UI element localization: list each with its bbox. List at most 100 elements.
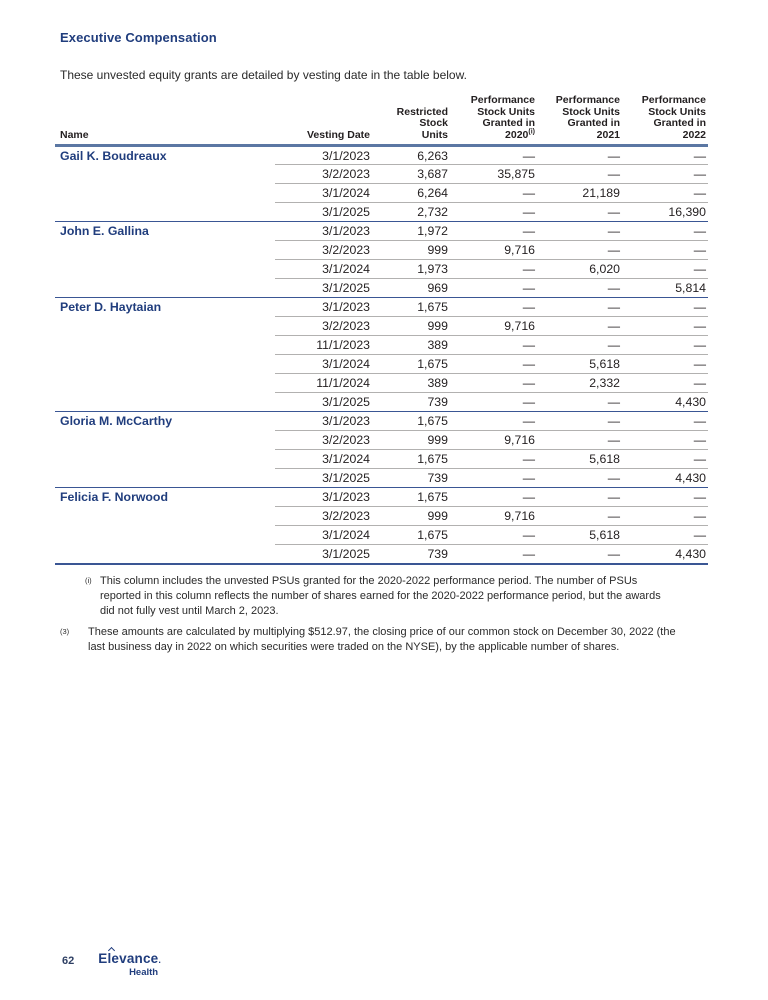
psu-2020-cell: — bbox=[450, 354, 537, 374]
psu-2022-cell: — bbox=[622, 164, 708, 184]
executive-name bbox=[55, 260, 275, 279]
executive-name bbox=[55, 317, 275, 336]
vesting-date-cell: 3/2/2023 bbox=[275, 316, 372, 336]
vesting-date-cell: 3/1/2023 bbox=[275, 487, 372, 507]
vesting-date-cell: 3/1/2025 bbox=[322, 395, 370, 409]
footnote-marker: (i) bbox=[85, 575, 92, 585]
table-row: 3/2/2023 999 9,716— — bbox=[55, 430, 708, 450]
vesting-date-cell: 3/1/2024 bbox=[275, 525, 372, 545]
intro-text: These unvested equity grants are detaile… bbox=[60, 68, 467, 82]
psu-2022-cell: 4,430 bbox=[675, 546, 706, 561]
executive-group: Gloria M. McCarthy 3/1/2023 1,675— — —3/2/20… bbox=[55, 411, 708, 488]
rsu-cell: 1,973 bbox=[372, 259, 450, 279]
psu-2022-cell: — bbox=[622, 487, 708, 507]
rsu-cell: 739 bbox=[427, 471, 448, 485]
psu-2022-cell: 4,430 bbox=[675, 395, 706, 409]
psu-2020-cell: 35,875 bbox=[450, 164, 537, 184]
vesting-date-cell: 11/1/2024 bbox=[275, 373, 372, 393]
psu-2020-cell: — bbox=[450, 145, 537, 165]
psu-2021-cell: — bbox=[607, 546, 620, 561]
rsu-cell: 2,732 bbox=[417, 205, 448, 219]
psu-2022-cell: — bbox=[622, 449, 708, 469]
table-row: 3/2/2023 999 9,716— — bbox=[55, 240, 708, 260]
psu-2020-cell: — bbox=[522, 395, 535, 409]
page-number: 62 bbox=[62, 955, 75, 967]
footnote-text: These amounts are calculated by multiply… bbox=[88, 625, 676, 653]
vesting-date-cell: 3/1/2024 bbox=[275, 183, 372, 203]
rsu-cell: 969 bbox=[427, 281, 448, 295]
psu-2021-cell: — bbox=[537, 145, 622, 165]
psu-2021-cell: — bbox=[607, 395, 620, 409]
col-header-restricted-stock-units: Restricted Stock Units bbox=[396, 105, 448, 141]
executive-name bbox=[55, 279, 275, 298]
vesting-date-cell: 3/1/2025 bbox=[322, 546, 370, 561]
footnote-text: This column includes the unvested PSUs g… bbox=[100, 574, 661, 617]
table-row: Gail K. Boudreaux 3/1/2023 6,263— — — bbox=[55, 145, 708, 165]
vesting-date-cell: 3/1/2025 bbox=[322, 205, 370, 219]
table-row: 3/1/2024 1,675—5,618— bbox=[55, 449, 708, 469]
table-row: 3/1/2025 969 — — 5,814 bbox=[55, 279, 708, 298]
psu-2021-cell: — bbox=[607, 471, 620, 485]
psu-2020-cell: — bbox=[450, 221, 537, 241]
psu-2022-cell: — bbox=[622, 411, 708, 431]
table-header: Name Vesting Date Restricted Stock Units… bbox=[55, 94, 708, 146]
executive-name bbox=[55, 393, 275, 412]
psu-2020-cell: 9,716 bbox=[450, 240, 537, 260]
executive-name bbox=[55, 374, 275, 393]
psu-2022-cell: — bbox=[622, 373, 708, 393]
vesting-date-cell: 3/2/2023 bbox=[275, 506, 372, 526]
vesting-date-cell: 3/2/2023 bbox=[275, 430, 372, 450]
psu-2022-cell: 4,430 bbox=[675, 471, 706, 485]
rsu-cell: 1,675 bbox=[372, 449, 450, 469]
psu-2020-cell: — bbox=[450, 335, 537, 355]
psu-2022-cell: — bbox=[622, 316, 708, 336]
psu-2020-cell: — bbox=[522, 205, 535, 219]
executive-name: Gloria M. McCarthy bbox=[60, 414, 173, 429]
table-row: 11/1/2023 389— — — bbox=[55, 335, 708, 355]
psu-2021-cell: — bbox=[537, 316, 622, 336]
psu-2022-cell: — bbox=[622, 430, 708, 450]
table-row: 3/1/2025 739 — — 4,430 bbox=[55, 393, 708, 412]
psu-2022-cell: — bbox=[622, 297, 708, 317]
table-row: 3/2/2023 999 9,716— — bbox=[55, 316, 708, 336]
rsu-cell: 6,263 bbox=[372, 145, 450, 165]
rsu-cell: 1,675 bbox=[372, 411, 450, 431]
vesting-date-cell: 3/2/2023 bbox=[275, 164, 372, 184]
psu-2020-cell: — bbox=[450, 525, 537, 545]
col-header-psu-2020: Performance Stock Units Granted in 2020(… bbox=[470, 94, 535, 141]
executive-name bbox=[55, 241, 275, 260]
psu-2022-cell: — bbox=[622, 240, 708, 260]
psu-2021-cell: — bbox=[537, 487, 622, 507]
footnote-marker: (3) bbox=[60, 626, 70, 636]
psu-2022-cell: — bbox=[622, 335, 708, 355]
executive-name: John E. Gallina bbox=[60, 224, 149, 239]
psu-2021-cell: 5,618 bbox=[537, 449, 622, 469]
rsu-cell: 999 bbox=[372, 240, 450, 260]
rsu-cell: 739 bbox=[427, 546, 448, 561]
rsu-cell: 1,675 bbox=[372, 525, 450, 545]
psu-2020-cell: — bbox=[450, 297, 537, 317]
rsu-cell: 999 bbox=[372, 430, 450, 450]
table-row: 3/1/2025 2,732 — — 16,390 bbox=[55, 203, 708, 222]
rsu-cell: 389 bbox=[372, 335, 450, 355]
table-row: 3/1/2024 1,973—6,020— bbox=[55, 259, 708, 279]
vesting-date-cell: 3/1/2023 bbox=[275, 221, 372, 241]
executive-group: Peter D. Haytaian 3/1/2023 1,675— — —3/2/202… bbox=[55, 297, 708, 412]
psu-2021-cell: 5,618 bbox=[537, 354, 622, 374]
table-row: Gloria M. McCarthy 3/1/2023 1,675— — — bbox=[55, 411, 708, 431]
executive-group: Felicia F. Norwood 3/1/2023 1,675— — —3/2/20… bbox=[55, 487, 708, 564]
psu-2022-cell: — bbox=[622, 354, 708, 374]
psu-2022-cell: 16,390 bbox=[668, 205, 706, 219]
col-header-psu-2022: Performance Stock Units Granted in 2022 bbox=[641, 94, 706, 141]
psu-2021-cell: — bbox=[537, 506, 622, 526]
psu-2020-cell: 9,716 bbox=[450, 316, 537, 336]
rsu-cell: 999 bbox=[372, 316, 450, 336]
equity-grants-table: Name Vesting Date Restricted Stock Units… bbox=[55, 94, 708, 565]
rsu-cell: 999 bbox=[372, 506, 450, 526]
elevance-health-logo: Elevance Health bbox=[98, 946, 161, 977]
psu-2021-cell: — bbox=[537, 221, 622, 241]
psu-2022-cell: — bbox=[622, 506, 708, 526]
table-row: 11/1/2024 389—2,332— bbox=[55, 373, 708, 393]
psu-2021-cell: — bbox=[537, 240, 622, 260]
